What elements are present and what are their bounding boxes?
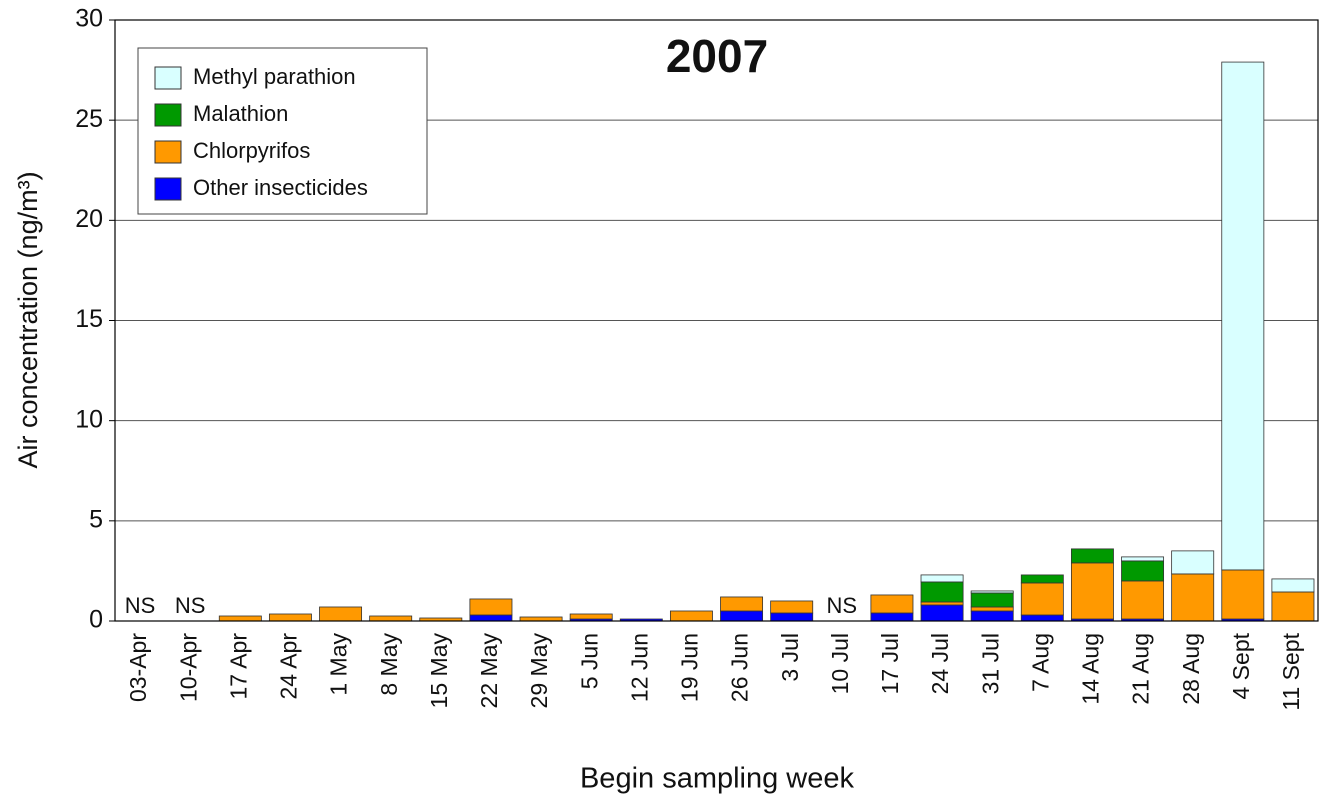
x-tick-label: 10-Apr: [175, 633, 201, 702]
bar-segment: [720, 596, 764, 612]
bar-segment: [1020, 614, 1064, 622]
x-tick-label: 19 Jun: [677, 633, 703, 702]
x-tick-label: 7 Aug: [1027, 633, 1053, 692]
bar-segment: [1020, 574, 1064, 584]
bar-segment: [1171, 573, 1215, 622]
x-tick-label: 21 Aug: [1128, 633, 1154, 705]
bar-segment: [1271, 578, 1315, 593]
annotation: NS: [125, 593, 156, 618]
legend-swatch: [154, 103, 182, 127]
x-tick-label: 17 Apr: [225, 633, 251, 700]
bar-segment: [1221, 61, 1265, 571]
x-tick-label: 5 Jun: [576, 633, 602, 689]
x-tick-label: 26 Jun: [727, 633, 753, 702]
bar-segment: [920, 574, 964, 583]
y-tick-label: 10: [75, 405, 103, 433]
bar-segment: [218, 615, 262, 622]
x-tick-label: 29 May: [526, 633, 552, 709]
bar-segment: [1070, 562, 1114, 620]
bar-segment: [1271, 591, 1315, 622]
bar-segment: [770, 600, 814, 614]
legend-swatch: [154, 177, 182, 201]
bar-segment: [1121, 556, 1165, 562]
bar-segment: [1121, 580, 1165, 620]
x-tick-label: 11 Sept: [1278, 632, 1304, 710]
bar-segment: [920, 581, 964, 603]
bar-segment: [569, 613, 613, 620]
x-tick-label: 28 Aug: [1178, 633, 1204, 705]
x-tick-label: 24 Apr: [276, 633, 302, 700]
bar-segment: [1070, 548, 1114, 564]
bar-segment: [970, 606, 1014, 612]
y-tick-label: 25: [75, 105, 103, 133]
x-tick-label: 10 Jul: [827, 633, 853, 694]
x-tick-label: 31 Jul: [977, 633, 1003, 694]
y-tick-label: 15: [75, 305, 103, 333]
plot-frame: [114, 19, 1319, 622]
bar-segment: [920, 601, 964, 606]
bar-segment: [519, 616, 563, 622]
x-tick-label: 12 Jun: [626, 633, 652, 702]
legend-swatch: [154, 140, 182, 164]
bar-segment: [770, 612, 814, 622]
chart-title: 2007: [666, 30, 768, 82]
bar-segment: [319, 606, 363, 622]
bar-segment: [920, 604, 964, 622]
y-tick-label: 0: [89, 606, 103, 634]
x-tick-label: 03-Apr: [125, 633, 151, 702]
legend-label: Methyl parathion: [193, 64, 356, 89]
x-tick-label: 15 May: [426, 633, 452, 709]
legend: Methyl parathion Malathion Chlorpyrifos Oth…: [137, 47, 428, 215]
x-tick-label: 22 May: [476, 633, 502, 709]
bar-segment: [970, 592, 1014, 608]
bar-segment: [469, 614, 513, 622]
bar-segment: [1121, 560, 1165, 582]
bar-segment: [669, 610, 713, 622]
bar-segment: [268, 613, 312, 622]
bar-segment: [870, 594, 914, 614]
y-tick-label: 5: [89, 505, 103, 533]
bar-segment: [870, 612, 914, 622]
annotation: NS: [175, 593, 206, 618]
bar-segment: [1171, 550, 1215, 575]
x-tick-label: 3 Jul: [777, 633, 803, 682]
bar-segment: [369, 615, 413, 622]
bar-segment: [720, 610, 764, 622]
x-tick-label: 14 Aug: [1078, 633, 1104, 705]
bar-segment: [970, 610, 1014, 622]
y-tick-label: 20: [75, 205, 103, 233]
legend-label: Malathion: [193, 101, 288, 126]
y-axis-label: Air concentration (ng/m³): [13, 171, 43, 468]
x-tick-label: 24 Jul: [927, 633, 953, 694]
bar-segment: [1020, 582, 1064, 616]
bar-segment: [970, 590, 1014, 594]
x-tick-label: 1 May: [326, 633, 352, 696]
legend-label: Chlorpyrifos: [193, 138, 310, 163]
x-tick-label: 4 Sept: [1228, 632, 1254, 699]
legend-swatch: [154, 66, 182, 90]
x-tick-label: 17 Jul: [877, 633, 903, 694]
bar-segment: [469, 598, 513, 616]
x-axis-label: Begin sampling week: [580, 763, 855, 795]
annotation: NS: [827, 593, 858, 618]
y-tick-label: 30: [75, 5, 103, 33]
bar-segment: [1221, 569, 1265, 620]
legend-box: [137, 47, 428, 215]
legend-label: Other insecticides: [193, 175, 368, 200]
x-tick-label: 8 May: [376, 633, 402, 696]
